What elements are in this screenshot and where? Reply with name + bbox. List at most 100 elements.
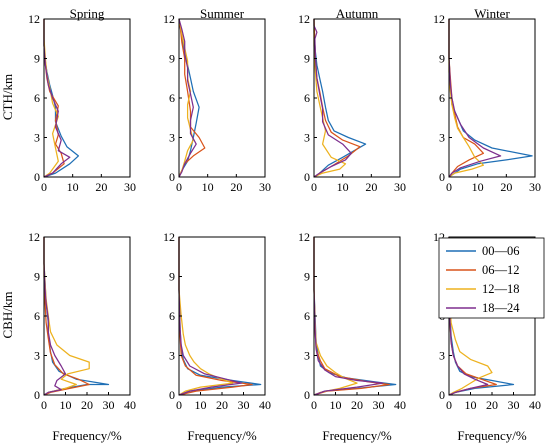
y-tick-label-cbh-summer-6: 6 [169,309,175,323]
y-tick-label-cth-winter-9: 9 [439,52,445,66]
y-tick-label-cth-spring-0: 0 [34,170,40,184]
y-tick-label-cth-summer-3: 3 [169,131,175,145]
series-line-cth-autumn-12-18 [313,19,347,178]
row-label-cth: CTH/km [0,74,15,120]
x-tick-label-cth-summer-0: 0 [176,180,182,194]
y-tick-label-cbh-spring-12: 12 [28,230,40,244]
series-line-cbh-autumn-06-12 [313,237,390,396]
y-tick-label-cth-winter-0: 0 [439,170,445,184]
y-tick-label-cth-autumn-9: 9 [304,52,310,66]
y-tick-label-cbh-summer-9: 9 [169,270,175,284]
series-line-cth-summer-18-24 [178,18,197,178]
x-tick-label-cth-autumn-30: 30 [394,180,406,194]
panel-cth-autumn: 0 3 6 9 12 0 10 20 30 [298,12,406,194]
y-tick-label-cbh-autumn-6: 6 [304,309,310,323]
y-tick-label-cbh-summer-0: 0 [169,388,175,402]
series-line-cbh-autumn-12-18 [313,237,358,396]
y-tick-label-cth-summer-6: 6 [169,91,175,105]
panel-cbh-summer: 0 3 6 9 12 0 10 20 30 40 [163,230,271,412]
x-tick-label-cth-spring-10: 10 [67,180,79,194]
y-tick-label-cth-autumn-12: 12 [298,12,310,26]
legend-label-12-18: 12—18 [482,282,520,296]
panel-cbh-autumn: 0 3 6 9 12 0 10 20 30 40 [298,230,406,412]
season-title-summer: Summer [200,6,245,21]
axis-frame-cbh-spring [43,236,131,396]
panel-cth-winter: 0 3 6 9 12 0 10 20 30 [433,12,541,194]
series-line-cth-autumn-00-06 [313,19,367,178]
y-tick-label-cth-spring-3: 3 [34,131,40,145]
x-tick-label-cbh-spring-0: 0 [41,398,47,412]
xlabel-winter: Frequency/% [457,428,526,443]
y-tick-label-cth-summer-12: 12 [163,12,175,26]
series-line-cth-autumn-18-24 [313,19,352,178]
row-label-cbh: CBH/km [0,292,15,339]
series-line-cbh-spring-06-12 [43,237,90,396]
season-title-spring: Spring [70,6,105,21]
y-tick-label-cbh-spring-3: 3 [34,349,40,363]
series-line-cth-winter-12-18 [448,19,485,178]
season-title-autumn: Autumn [336,6,379,21]
y-tick-label-cbh-summer-12: 12 [163,230,175,244]
x-tick-label-cth-spring-30: 30 [124,180,136,194]
x-tick-label-cth-winter-30: 30 [529,180,541,194]
series-line-cbh-autumn-18-24 [313,237,384,396]
y-tick-label-cbh-autumn-3: 3 [304,349,310,363]
y-tick-label-cth-autumn-3: 3 [304,131,310,145]
series-line-cbh-spring-18-24 [43,237,67,396]
series-line-cth-winter-06-12 [448,19,485,178]
series-line-cbh-summer-18-24 [178,237,242,396]
x-tick-label-cbh-summer-10: 10 [195,398,207,412]
x-tick-label-cth-summer-30: 30 [259,180,271,194]
series-line-cth-winter-00-06 [448,19,533,178]
legend: 00—06 06—12 12—18 18—24 [438,237,545,319]
x-tick-label-cth-winter-20: 20 [500,180,512,194]
series-line-cth-summer-00-06 [178,18,200,178]
y-tick-label-cth-summer-0: 0 [169,170,175,184]
x-tick-label-cbh-winter-0: 0 [446,398,452,412]
series-line-cbh-summer-12-18 [178,237,234,396]
x-tick-label-cbh-autumn-30: 30 [373,398,385,412]
x-tick-label-cbh-spring-10: 10 [60,398,72,412]
x-tick-label-cth-summer-20: 20 [230,180,242,194]
x-tick-label-cth-summer-10: 10 [202,180,214,194]
series-line-cbh-summer-06-12 [178,237,253,396]
x-tick-label-cbh-winter-40: 40 [529,398,541,412]
x-tick-label-cbh-autumn-20: 20 [351,398,363,412]
panel-cth-summer: 0 3 6 9 12 0 10 20 30 [163,12,271,194]
y-tick-label-cth-autumn-0: 0 [304,170,310,184]
series-line-cth-winter-18-24 [448,19,502,178]
x-tick-label-cbh-autumn-0: 0 [311,398,317,412]
y-tick-label-cth-summer-9: 9 [169,52,175,66]
x-tick-label-cth-winter-0: 0 [446,180,452,194]
panel-cth-spring: 0 3 6 9 12 0 10 20 30 [28,12,136,194]
x-tick-label-cbh-autumn-10: 10 [330,398,342,412]
x-tick-label-cth-winter-10: 10 [472,180,484,194]
x-tick-label-cbh-summer-20: 20 [216,398,228,412]
x-tick-label-cth-spring-0: 0 [41,180,47,194]
season-title-winter: Winter [474,6,510,21]
y-tick-label-cbh-spring-6: 6 [34,309,40,323]
x-tick-label-cbh-autumn-40: 40 [394,398,406,412]
x-tick-label-cth-autumn-0: 0 [311,180,317,194]
y-tick-label-cth-winter-12: 12 [433,12,445,26]
y-tick-label-cth-spring-9: 9 [34,52,40,66]
x-tick-label-cth-autumn-10: 10 [337,180,349,194]
x-tick-label-cbh-winter-10: 10 [465,398,477,412]
y-tick-label-cbh-autumn-9: 9 [304,270,310,284]
y-tick-label-cbh-winter-0: 0 [439,388,445,402]
x-tick-label-cbh-winter-20: 20 [486,398,498,412]
x-tick-label-cbh-summer-0: 0 [176,398,182,412]
panel-cbh-spring: 0 3 6 9 12 0 10 20 30 40 [28,230,136,412]
legend-label-06-12: 06—12 [482,263,520,277]
y-tick-label-cth-winter-3: 3 [439,131,445,145]
series-line-cbh-spring-12-18 [43,237,90,396]
series-line-cth-spring-06-12 [43,19,65,178]
axis-frame-cth-autumn [313,18,401,178]
y-tick-label-cth-spring-12: 12 [28,12,40,26]
y-tick-label-cth-autumn-6: 6 [304,91,310,105]
y-tick-label-cbh-spring-9: 9 [34,270,40,284]
xlabel-autumn: Frequency/% [322,428,391,443]
y-tick-label-cth-winter-6: 6 [439,91,445,105]
xlabel-spring: Frequency/% [52,428,121,443]
